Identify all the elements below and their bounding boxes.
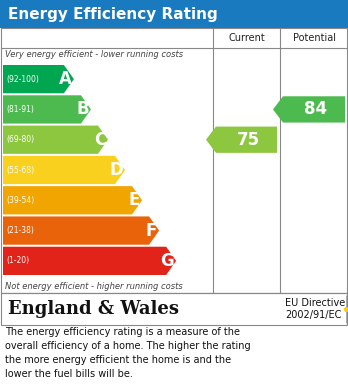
Text: Not energy efficient - higher running costs: Not energy efficient - higher running co… [5,282,183,291]
Text: F: F [146,222,157,240]
Text: (92-100): (92-100) [6,75,39,84]
Polygon shape [3,156,125,184]
Text: 75: 75 [237,131,260,149]
Text: Current: Current [228,33,265,43]
Text: (55-68): (55-68) [6,165,34,174]
Text: Very energy efficient - lower running costs: Very energy efficient - lower running co… [5,50,183,59]
Polygon shape [3,247,176,275]
Text: The energy efficiency rating is a measure of the
overall efficiency of a home. T: The energy efficiency rating is a measur… [5,327,251,379]
Text: (69-80): (69-80) [6,135,34,144]
Text: England & Wales: England & Wales [8,300,179,318]
Bar [0,0,348,28]
Polygon shape [3,95,91,124]
Text: (1-20): (1-20) [6,256,29,265]
Text: G: G [160,252,174,270]
Text: (39-54): (39-54) [6,196,34,205]
Text: E: E [129,191,140,209]
Text: (81-91): (81-91) [6,105,34,114]
Text: EU Directive
2002/91/EC: EU Directive 2002/91/EC [285,298,345,320]
Polygon shape [206,127,277,153]
Bar [1,293,347,325]
Bar [1,28,347,293]
Text: Potential: Potential [293,33,335,43]
Text: D: D [109,161,123,179]
Polygon shape [3,186,142,214]
Polygon shape [3,65,74,93]
Polygon shape [3,126,108,154]
Text: B: B [76,100,89,118]
Text: 84: 84 [304,100,327,118]
Text: Energy Efficiency Rating: Energy Efficiency Rating [8,7,218,22]
Text: (21-38): (21-38) [6,226,34,235]
Polygon shape [3,217,159,245]
Text: C: C [94,131,106,149]
Polygon shape [273,96,345,122]
Text: A: A [59,70,72,88]
